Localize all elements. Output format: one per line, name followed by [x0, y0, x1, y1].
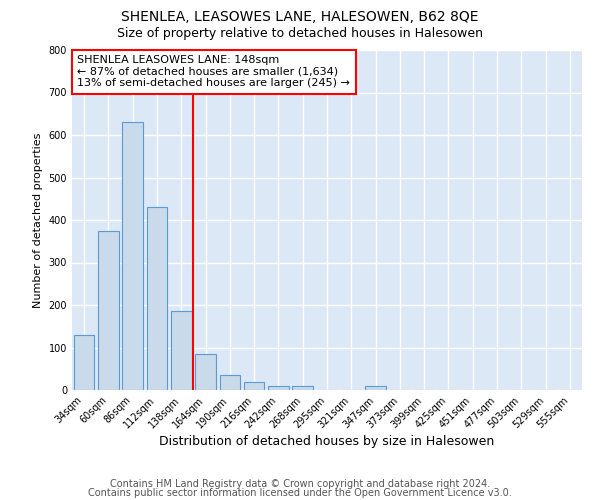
- Bar: [171, 312, 191, 390]
- Bar: [195, 354, 216, 390]
- Bar: [220, 375, 240, 390]
- Bar: [98, 230, 119, 390]
- Text: Size of property relative to detached houses in Halesowen: Size of property relative to detached ho…: [117, 28, 483, 40]
- Bar: [244, 382, 265, 390]
- Bar: [292, 386, 313, 390]
- Bar: [365, 386, 386, 390]
- Y-axis label: Number of detached properties: Number of detached properties: [33, 132, 43, 308]
- Text: SHENLEA, LEASOWES LANE, HALESOWEN, B62 8QE: SHENLEA, LEASOWES LANE, HALESOWEN, B62 8…: [121, 10, 479, 24]
- Bar: [268, 386, 289, 390]
- Text: Contains public sector information licensed under the Open Government Licence v3: Contains public sector information licen…: [88, 488, 512, 498]
- Bar: [122, 122, 143, 390]
- X-axis label: Distribution of detached houses by size in Halesowen: Distribution of detached houses by size …: [160, 436, 494, 448]
- Bar: [146, 207, 167, 390]
- Text: SHENLEA LEASOWES LANE: 148sqm
← 87% of detached houses are smaller (1,634)
13% o: SHENLEA LEASOWES LANE: 148sqm ← 87% of d…: [77, 55, 350, 88]
- Text: Contains HM Land Registry data © Crown copyright and database right 2024.: Contains HM Land Registry data © Crown c…: [110, 479, 490, 489]
- Bar: [74, 335, 94, 390]
